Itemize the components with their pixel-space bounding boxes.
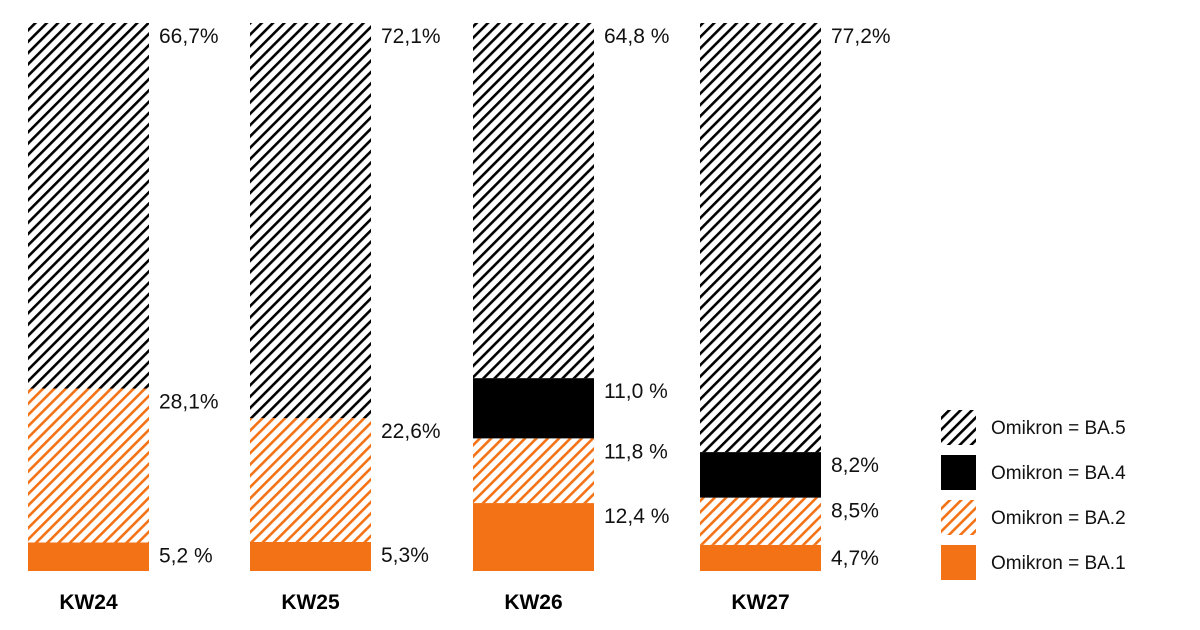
value-label-ba1-kw24: 5,2 % bbox=[159, 545, 213, 568]
legend-swatch-ba5 bbox=[941, 410, 976, 445]
bar-segment-ba5-kw27 bbox=[700, 23, 821, 453]
value-label-ba4-kw26: 11,0 % bbox=[604, 380, 668, 403]
value-label-ba2-kw27: 8,5% bbox=[831, 500, 879, 523]
category-label-kw26: KW26 bbox=[504, 591, 562, 614]
value-label-ba1-kw26: 12,4 % bbox=[604, 505, 669, 528]
bar-segment-ba5-kw25 bbox=[250, 23, 371, 419]
value-label-ba1-kw27: 4,7% bbox=[831, 547, 879, 570]
value-label-ba2-kw26: 11,8 % bbox=[604, 440, 668, 463]
bar-segment-ba2-kw25 bbox=[250, 418, 371, 542]
legend: Omikron = BA.5 Omikron = BA.4 Omikron = BA… bbox=[941, 410, 1126, 580]
value-labels-group: 5,2 % 28,1% 66,7% 5,3% 22,6% 72,1% 12,4 % 11,8 … bbox=[159, 25, 891, 570]
bar-segment-ba1-kw25 bbox=[250, 541, 371, 571]
legend-label-ba2: Omikron = BA.2 bbox=[991, 508, 1126, 529]
legend-label-ba5: Omikron = BA.5 bbox=[991, 418, 1126, 439]
legend-swatch-ba4 bbox=[941, 455, 976, 490]
value-label-ba4-kw27: 8,2% bbox=[831, 454, 879, 477]
bar-segment-ba4-kw27 bbox=[700, 452, 821, 498]
legend-item-ba5: Omikron = BA.5 bbox=[941, 410, 1126, 445]
legend-item-ba2: Omikron = BA.2 bbox=[941, 500, 1126, 535]
value-label-ba2-kw24: 28,1% bbox=[159, 391, 219, 414]
bar-segment-ba1-kw24 bbox=[28, 542, 149, 571]
value-label-ba5-kw26: 64,8 % bbox=[604, 25, 669, 48]
value-label-ba5-kw27: 77,2% bbox=[831, 25, 891, 48]
category-label-kw25: KW25 bbox=[281, 591, 340, 614]
bar-segment-ba2-kw27 bbox=[700, 497, 821, 545]
legend-item-ba4: Omikron = BA.4 bbox=[941, 455, 1126, 490]
value-label-ba5-kw25: 72,1% bbox=[381, 25, 441, 48]
legend-label-ba4: Omikron = BA.4 bbox=[991, 463, 1126, 484]
bar-segment-ba2-kw26 bbox=[473, 438, 594, 504]
value-label-ba5-kw24: 66,7% bbox=[159, 25, 219, 48]
category-labels-group: KW24 KW25 KW26 KW27 bbox=[59, 591, 789, 614]
category-label-kw24: KW24 bbox=[59, 591, 118, 614]
legend-swatch-ba1 bbox=[941, 545, 976, 580]
legend-item-ba1: Omikron = BA.1 bbox=[941, 545, 1126, 580]
bars-group bbox=[28, 23, 821, 571]
bar-segment-ba1-kw26 bbox=[473, 503, 594, 571]
legend-label-ba1: Omikron = BA.1 bbox=[991, 553, 1126, 574]
bar-segment-ba2-kw24 bbox=[28, 388, 149, 543]
bar-segment-ba5-kw26 bbox=[473, 23, 594, 379]
category-label-kw27: KW27 bbox=[731, 591, 789, 614]
legend-swatch-ba2 bbox=[941, 500, 976, 535]
bar-segment-ba1-kw27 bbox=[700, 544, 821, 571]
value-label-ba1-kw25: 5,3% bbox=[381, 544, 429, 567]
value-label-ba2-kw25: 22,6% bbox=[381, 420, 441, 443]
bar-segment-ba5-kw24 bbox=[28, 23, 149, 389]
bar-segment-ba4-kw26 bbox=[473, 378, 594, 439]
